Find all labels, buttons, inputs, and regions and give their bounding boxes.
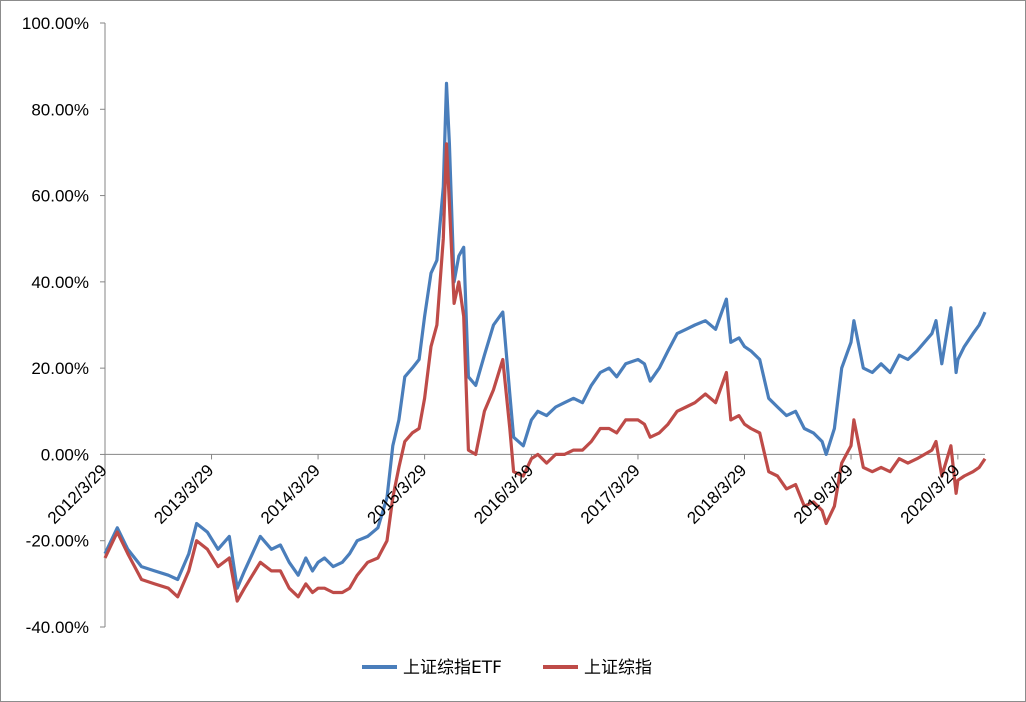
legend-label-etf: 上证综指ETF xyxy=(403,658,502,678)
y-tick-label: 0.00% xyxy=(41,445,89,464)
y-tick-label: -20.00% xyxy=(26,532,89,551)
series-line-etf xyxy=(103,81,987,590)
axes: 100.00% 80.00% 60.00% 40.00% 20.00% 0.00% -20.… xyxy=(22,14,985,637)
legend-label-index: 上证综指 xyxy=(584,658,652,678)
x-tick-label: 2016/3/29 xyxy=(470,461,537,528)
x-tick-label: 2020/3/29 xyxy=(897,461,964,528)
legend: 上证综指ETF 上证综指 xyxy=(362,658,652,678)
y-tick-label: 40.00% xyxy=(31,273,89,292)
x-tick-label: 2017/3/29 xyxy=(577,461,644,528)
series-line-index xyxy=(103,142,987,603)
x-tick-label: 2014/3/29 xyxy=(257,461,324,528)
y-tick-label: 20.00% xyxy=(31,359,89,378)
series-layer xyxy=(103,81,987,603)
y-tick-label: 60.00% xyxy=(31,187,89,206)
x-tick-label: 2013/3/29 xyxy=(150,461,217,528)
y-tick-label: -40.00% xyxy=(26,618,89,637)
x-tick-label: 2012/3/29 xyxy=(44,461,111,528)
y-tick-label: 80.00% xyxy=(31,100,89,119)
y-tick-label: 100.00% xyxy=(22,14,89,33)
x-tick-label: 2018/3/29 xyxy=(683,461,750,528)
